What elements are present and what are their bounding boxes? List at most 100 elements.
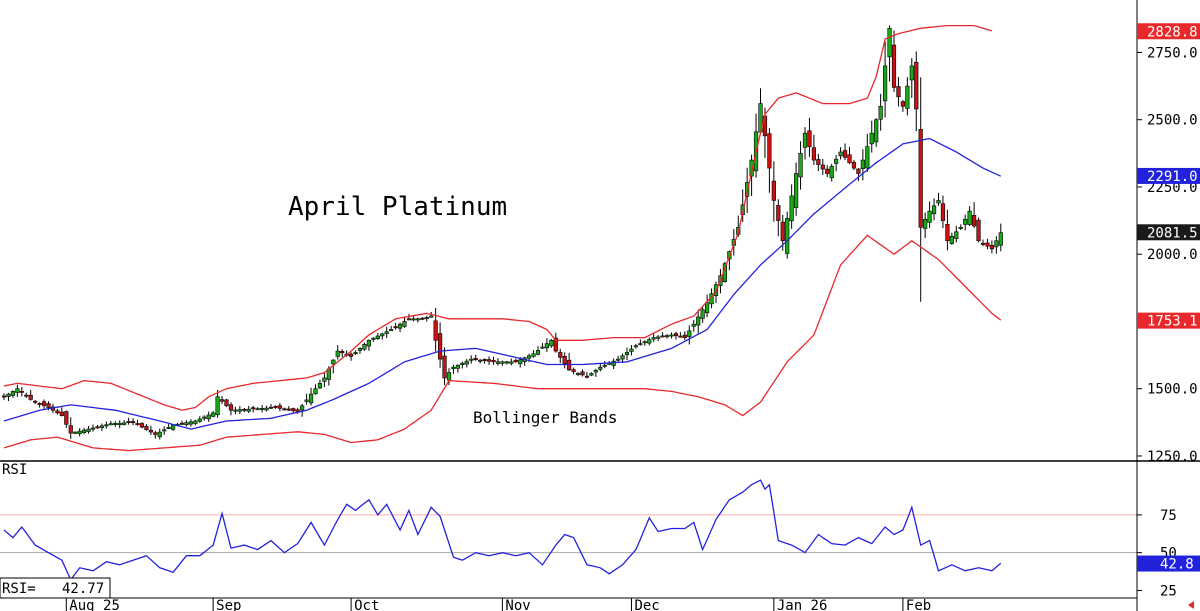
candle-body	[184, 422, 189, 426]
candle-body	[433, 320, 438, 341]
candle-body	[535, 350, 541, 355]
candle-body	[931, 205, 937, 215]
candle-body	[633, 345, 638, 348]
candle-body	[575, 372, 581, 375]
candle-body	[642, 341, 647, 344]
month-tick-label: Nov	[505, 598, 530, 611]
candle-body	[117, 422, 122, 426]
upper-bollinger-band	[3, 24, 993, 411]
candle-body	[304, 399, 309, 402]
candle-body	[971, 215, 977, 227]
candle-body	[802, 132, 808, 148]
candle-body	[113, 423, 118, 425]
candle-body	[82, 429, 87, 433]
candle-body	[406, 318, 412, 321]
candle-body	[424, 317, 429, 319]
candle-body	[967, 210, 972, 225]
candle-body	[518, 359, 523, 365]
candle-body	[945, 223, 950, 242]
candle-body	[300, 405, 305, 411]
candle-body	[673, 333, 679, 337]
candle-body	[504, 361, 509, 364]
candle-body	[464, 360, 469, 365]
price-panel	[1, 24, 1003, 452]
candle-body	[202, 416, 207, 419]
candle-body	[166, 427, 171, 429]
rsi-value-tag-box	[1137, 555, 1200, 572]
candle-body	[130, 421, 136, 423]
candle-body	[442, 355, 447, 379]
candle-body	[193, 420, 198, 424]
candle-body	[393, 326, 398, 329]
candle-body	[571, 369, 576, 372]
candle-body	[179, 422, 185, 425]
candle-body	[927, 210, 932, 223]
candle-body	[357, 348, 363, 351]
candle-body	[963, 218, 968, 225]
candle-body	[90, 427, 96, 430]
candle-body	[664, 335, 670, 338]
candle-body	[478, 359, 483, 362]
candle-body	[6, 393, 11, 397]
candle-body	[273, 405, 278, 408]
candle-body	[651, 337, 656, 340]
candle-body	[820, 164, 825, 170]
candle-body	[780, 221, 785, 242]
candle-body	[68, 425, 73, 434]
candle-body	[589, 373, 594, 376]
candle-body	[838, 151, 843, 157]
price-tag-label: 2828.8	[1147, 24, 1198, 40]
candle-body	[64, 411, 69, 425]
bollinger-bands-annotation: Bollinger Bands	[473, 408, 618, 427]
candle-body	[495, 361, 501, 364]
candle-body	[37, 403, 42, 405]
candle-body	[291, 408, 296, 412]
candle-body	[362, 344, 367, 350]
candle-body	[500, 361, 505, 364]
candle-body	[317, 383, 323, 389]
candle-body	[420, 317, 425, 320]
candle-body	[771, 180, 776, 201]
candle-body	[544, 343, 549, 349]
candle-body	[259, 408, 265, 410]
candle-body	[793, 173, 799, 209]
candle-body	[135, 423, 140, 426]
candle-body	[348, 353, 354, 357]
candle-body	[77, 430, 82, 434]
candle-body	[331, 359, 336, 365]
candle-body	[598, 366, 603, 370]
candle-body	[704, 302, 710, 314]
candle-body	[580, 371, 585, 376]
candle-body	[647, 339, 652, 344]
candle-body	[313, 388, 318, 395]
candle-body	[86, 428, 91, 432]
candle-body	[682, 334, 687, 338]
candle-body	[384, 331, 389, 334]
candle-body	[949, 235, 954, 244]
candle-body	[998, 232, 1003, 246]
candle-body	[277, 405, 283, 409]
candle-body	[228, 404, 234, 411]
price-tick-label: 1250.0	[1147, 449, 1198, 465]
candle-body	[811, 147, 816, 161]
candle-body	[584, 375, 590, 378]
candle-body	[246, 408, 251, 412]
candle-body	[860, 159, 865, 170]
price-tag-label: 2291.0	[1147, 169, 1198, 185]
candle-body	[469, 358, 474, 361]
candle-body	[526, 355, 532, 359]
month-tick-label: Jan 26	[777, 598, 828, 611]
candle-body	[847, 154, 852, 164]
candle-body	[789, 195, 794, 222]
candle-body	[460, 362, 465, 365]
candle-body	[451, 366, 456, 370]
candle-body	[308, 393, 314, 404]
month-tick-label: Feb	[906, 598, 931, 611]
candle-body	[206, 414, 211, 420]
lower-bollinger-band	[3, 234, 1002, 452]
candle-body	[936, 200, 941, 204]
candle-body	[171, 424, 176, 430]
candle-body	[807, 130, 812, 147]
candle-body	[629, 348, 634, 352]
